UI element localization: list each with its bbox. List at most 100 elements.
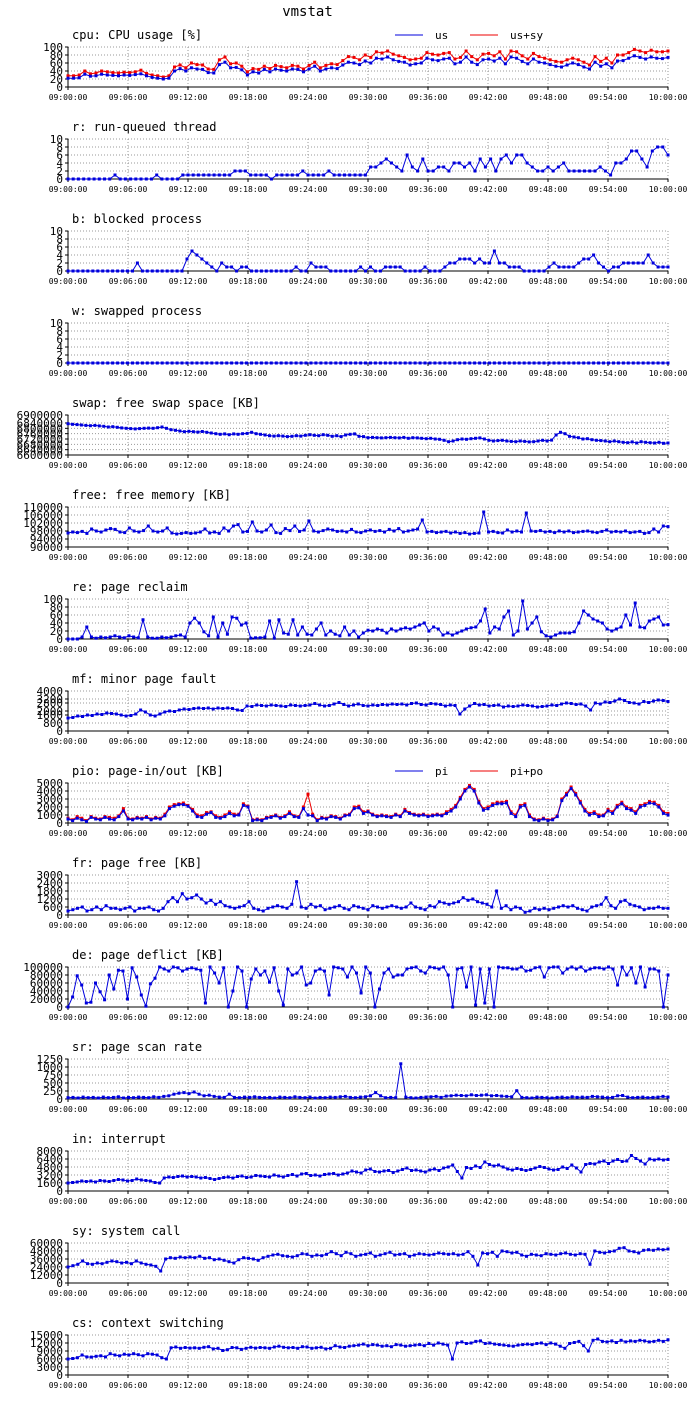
data-point [127,1095,130,1099]
data-point [240,361,244,365]
data-point [164,636,168,640]
data-point [112,987,116,991]
data-point [648,1157,652,1161]
data-point [458,361,462,365]
data-point [512,361,516,365]
data-point [99,1354,103,1358]
data-point [71,361,75,365]
data-point [474,625,478,629]
data-point [363,53,367,57]
data-point [352,904,356,908]
data-point [151,529,155,533]
data-point [302,70,305,74]
data-point [150,177,153,181]
data-point [529,1168,533,1171]
data-point [200,430,204,433]
data-point [221,1349,225,1352]
data-point [599,902,603,906]
data-point [229,62,233,66]
data-point [155,269,159,273]
data-point [570,1163,574,1167]
y-tick-label: 6 [56,149,63,162]
data-point [80,1179,84,1183]
data-point [402,55,406,59]
data-point [348,813,351,817]
y-tick-label: 24000 [30,1261,63,1274]
data-point [193,1346,197,1350]
data-point [269,269,273,273]
data-point [180,892,184,896]
data-point [436,53,440,57]
data-point [366,436,370,440]
data-point [202,173,206,177]
data-point [306,173,310,177]
data-point [217,981,221,985]
data-point [111,269,115,273]
data-point [230,265,234,269]
data-point [408,63,412,67]
data-point [95,905,99,909]
y-tick-label: 6800000 [17,422,63,435]
data-point [624,529,627,533]
y-tick-label: 6900000 [17,409,63,422]
data-point [82,177,86,181]
data-point [666,1247,670,1251]
data-point [554,1342,557,1346]
data-point [371,435,374,439]
data-point [433,361,437,365]
data-point [81,269,85,273]
data-point [194,531,198,535]
data-point [299,361,303,365]
data-point [500,438,504,442]
data-point [629,623,632,627]
data-point [168,805,171,809]
data-point [666,1095,670,1099]
y-tick-label: 1600 [37,709,64,722]
data-point [442,165,446,169]
y-tick-label: 6840000 [17,417,63,430]
y-tick-label: 0 [56,357,63,370]
data-point [412,1253,416,1257]
data-point [582,609,586,613]
data-point [624,157,628,161]
data-point [471,1254,475,1258]
data-point [574,967,578,971]
data-point [501,966,505,970]
data-point [545,1096,549,1100]
data-point [418,623,422,627]
data-point [135,361,139,365]
data-point [552,906,556,910]
data-point [334,269,338,273]
data-point [259,173,263,177]
data-point [212,67,216,71]
data-point [83,69,87,73]
data-point [582,1344,586,1348]
data-point [298,704,302,708]
data-point [231,1176,235,1180]
x-tick-label: 09:06:00 [109,185,148,194]
data-point [620,800,624,804]
data-point [188,1346,192,1350]
data-point [597,813,601,817]
data-point [283,527,287,531]
data-point [464,55,468,59]
data-point [335,434,339,438]
x-tick-label: 09:48:00 [529,185,568,194]
data-point [207,634,211,638]
data-point [483,261,486,265]
data-point [566,905,570,909]
data-point [578,1252,582,1256]
data-point [144,1262,148,1266]
y-tick-label: 40 [50,65,63,78]
data-point [105,70,109,74]
data-point [209,811,213,815]
data-point [553,531,557,535]
chart-panel: mf: minor page fault08001600200028003200… [37,672,688,746]
data-point [405,703,409,707]
data-point [438,437,442,441]
data-point [661,1094,665,1098]
data-point [597,361,601,365]
data-point [71,908,75,912]
x-tick-label: 09:42:00 [469,185,508,194]
data-point [371,813,375,817]
